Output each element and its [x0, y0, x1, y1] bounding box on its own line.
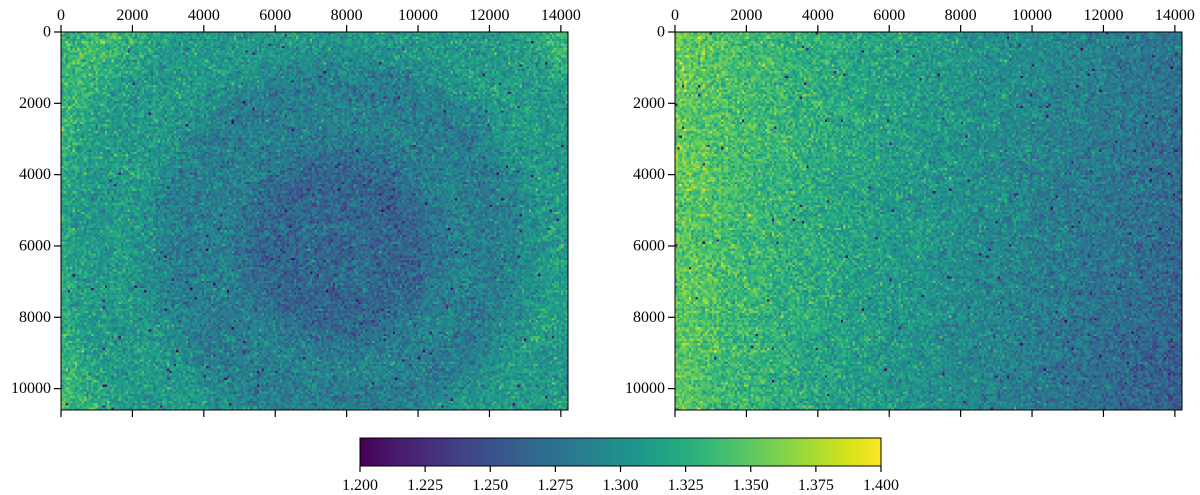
heatmap-frame-left — [60, 31, 569, 411]
heatmap-panel-right: 0 2000 4000 6000 8000 10000 12000 14000 0 2000 40… — [625, 7, 1195, 417]
x-tick-label: 0 — [671, 7, 679, 24]
x-axis-bottom-left — [60, 410, 562, 417]
y-axis-right: 0 2000 4000 6000 8000 10000 — [625, 24, 675, 397]
x-axis-top-right: 0 2000 4000 6000 8000 10000 12000 14000 — [671, 7, 1195, 32]
colorbar-gradient — [360, 438, 881, 466]
y-tick-label: 10000 — [11, 380, 51, 397]
x-tick-label: 12000 — [469, 7, 509, 24]
heatmap-panel-left: 0 2000 4000 6000 8000 10000 12000 14000 0 2000 40… — [11, 7, 581, 417]
x-axis-top-left: 0 2000 4000 6000 8000 10000 12000 14000 — [57, 7, 581, 32]
y-tick-label: 0 — [657, 24, 665, 41]
heatmap-image-left — [61, 32, 568, 410]
y-tick-label: 6000 — [19, 237, 51, 254]
y-tick-label: 4000 — [633, 166, 665, 183]
x-tick-label: 8000 — [331, 7, 363, 24]
x-tick-label: 10000 — [398, 7, 438, 24]
x-tick-label: 6000 — [873, 7, 905, 24]
colorbar-ticks: 1.200 1.225 1.250 1.275 1.300 1.325 1.350 1.375… — [342, 466, 899, 494]
x-tick-label: 2000 — [730, 7, 762, 24]
colorbar-tick-label: 1.400 — [863, 477, 899, 494]
x-tick-label: 6000 — [259, 7, 291, 24]
colorbar-tick-label: 1.325 — [668, 477, 704, 494]
x-tick-label: 14000 — [1155, 7, 1195, 24]
y-tick-label: 4000 — [19, 166, 51, 183]
x-tick-label: 0 — [57, 7, 65, 24]
x-axis-bottom-right — [674, 410, 1176, 417]
x-tick-label: 4000 — [802, 7, 834, 24]
colorbar-tick-label: 1.375 — [798, 477, 834, 494]
colorbar-tick-label: 1.200 — [342, 477, 378, 494]
y-axis-left: 0 2000 4000 6000 8000 10000 — [11, 24, 61, 397]
y-tick-label: 6000 — [633, 237, 665, 254]
x-tick-label: 14000 — [541, 7, 581, 24]
y-tick-label: 2000 — [633, 95, 665, 112]
y-tick-label: 8000 — [633, 309, 665, 326]
y-tick-label: 2000 — [19, 95, 51, 112]
x-tick-label: 10000 — [1012, 7, 1052, 24]
colorbar: 1.200 1.225 1.250 1.275 1.300 1.325 1.350 1.375… — [342, 437, 899, 494]
x-tick-label: 12000 — [1083, 7, 1123, 24]
x-tick-label: 4000 — [188, 7, 220, 24]
heatmap-frame-right — [674, 31, 1183, 411]
y-tick-label: 10000 — [625, 380, 665, 397]
x-tick-label: 2000 — [116, 7, 148, 24]
x-tick-label: 8000 — [945, 7, 977, 24]
colorbar-tick-label: 1.250 — [472, 477, 508, 494]
colorbar-tick-label: 1.300 — [603, 477, 639, 494]
heatmap-image-right — [675, 32, 1182, 410]
colorbar-tick-label: 1.225 — [407, 477, 443, 494]
y-tick-label: 8000 — [19, 309, 51, 326]
y-tick-label: 0 — [43, 24, 51, 41]
colorbar-tick-label: 1.350 — [733, 477, 769, 494]
colorbar-tick-label: 1.275 — [537, 477, 573, 494]
